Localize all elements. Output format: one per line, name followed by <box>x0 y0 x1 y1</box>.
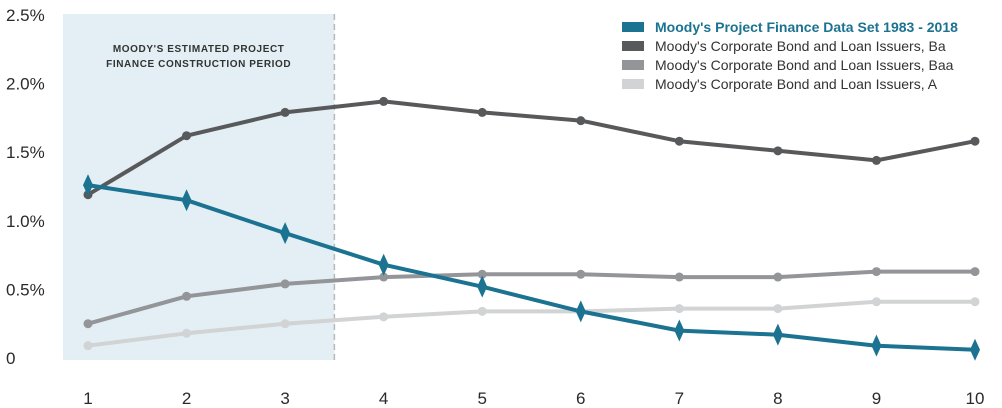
x-tick-label: 10 <box>966 389 985 408</box>
data-point-marker <box>83 174 93 197</box>
series-line <box>86 299 977 348</box>
data-point-marker <box>674 304 684 314</box>
legend-label: Moody's Project Finance Data Set 1983 - … <box>655 19 958 35</box>
data-point-marker <box>83 341 93 351</box>
data-point-marker <box>773 272 783 282</box>
data-point-marker <box>970 338 980 361</box>
x-tick-label: 3 <box>280 389 289 408</box>
series-lines <box>86 99 977 352</box>
data-point-marker <box>280 319 290 329</box>
series-line <box>86 269 977 326</box>
y-tick-label: 1.0% <box>6 212 45 231</box>
legend: Moody's Project Finance Data Set 1983 - … <box>622 19 958 92</box>
x-tick-label: 1 <box>83 389 92 408</box>
x-tick-label: 6 <box>576 389 585 408</box>
data-point-marker <box>773 304 783 314</box>
y-tick-label: 2.5% <box>6 6 45 25</box>
y-axis: 0 0.5% 1.0% 1.5% 2.0% 2.5% <box>6 6 45 368</box>
data-point-marker <box>182 328 192 338</box>
data-point-marker <box>379 96 389 106</box>
data-point-marker <box>674 136 684 146</box>
series-markers <box>83 96 980 361</box>
legend-label: Moody's Corporate Bond and Loan Issuers,… <box>655 76 938 92</box>
data-point-marker <box>280 222 291 245</box>
x-tick-label: 5 <box>477 389 486 408</box>
data-point-marker <box>477 107 487 117</box>
data-point-marker <box>970 136 980 146</box>
data-point-marker <box>477 275 488 298</box>
construction-period-label-line1: MOODY'S ESTIMATED PROJECT <box>113 44 285 55</box>
y-tick-label: 2.0% <box>6 75 45 94</box>
data-point-marker <box>378 253 389 276</box>
data-point-marker <box>83 319 93 329</box>
data-point-marker <box>575 300 586 323</box>
data-point-marker <box>871 334 882 357</box>
data-point-marker <box>674 319 685 342</box>
y-tick-label: 1.5% <box>6 143 45 162</box>
data-point-marker <box>576 116 586 126</box>
legend-label: Moody's Corporate Bond and Loan Issuers,… <box>655 38 946 54</box>
data-point-marker <box>280 279 290 289</box>
construction-period-label-line2: FINANCE CONSTRUCTION PERIOD <box>106 59 291 70</box>
data-point-marker <box>280 107 290 117</box>
data-point-marker <box>182 131 192 141</box>
data-point-marker <box>477 269 487 279</box>
y-tick-label: 0.5% <box>6 280 45 299</box>
data-point-marker <box>674 272 684 282</box>
x-tick-label: 2 <box>182 389 191 408</box>
data-point-marker <box>772 323 783 346</box>
legend-swatch <box>622 60 644 70</box>
data-point-marker <box>871 267 881 277</box>
series-line <box>86 99 977 197</box>
data-point-marker <box>379 312 389 322</box>
data-point-marker <box>970 297 980 307</box>
legend-swatch <box>622 79 644 89</box>
data-point-marker <box>576 269 586 279</box>
legend-label: Moody's Corporate Bond and Loan Issuers,… <box>655 57 954 73</box>
x-tick-label: 8 <box>773 389 782 408</box>
legend-swatch <box>622 22 644 32</box>
x-tick-label: 4 <box>379 389 388 408</box>
y-tick-label: 0 <box>6 349 15 368</box>
data-point-marker <box>970 267 980 277</box>
data-point-marker <box>379 272 389 282</box>
data-point-marker <box>773 146 783 156</box>
x-tick-label: 7 <box>675 389 684 408</box>
data-point-marker <box>871 155 881 165</box>
data-point-marker <box>181 189 192 212</box>
legend-swatch <box>622 41 644 51</box>
data-point-marker <box>182 291 192 301</box>
data-point-marker <box>477 306 487 316</box>
x-axis: 1 2 3 4 5 6 7 8 9 10 <box>83 389 984 408</box>
series-line <box>86 183 977 352</box>
data-point-marker <box>871 297 881 307</box>
x-tick-label: 9 <box>872 389 881 408</box>
